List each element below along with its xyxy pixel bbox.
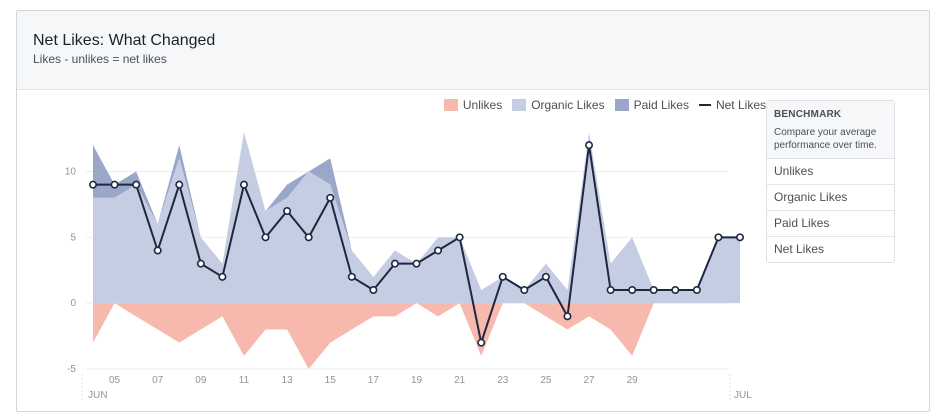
net-likes-point-29[interactable] xyxy=(692,286,701,295)
net-likes-point-11[interactable] xyxy=(304,233,313,242)
net-likes-point-27[interactable] xyxy=(649,286,658,295)
net-likes-point-13[interactable] xyxy=(347,272,356,281)
x-tick-label-13: 13 xyxy=(282,375,294,386)
x-tick-label-17: 17 xyxy=(368,375,380,386)
net-likes-point-30[interactable] xyxy=(714,233,723,242)
net-likes-point-7[interactable] xyxy=(218,272,227,281)
legend-label-paid: Paid Likes xyxy=(633,98,689,112)
x-tick-label-27: 27 xyxy=(583,375,595,386)
benchmark-item-net-likes[interactable]: Net Likes xyxy=(774,242,825,256)
net-likes-point-4[interactable] xyxy=(153,246,162,255)
x-tick-label-25: 25 xyxy=(540,375,552,386)
benchmark-item-organic-likes[interactable]: Organic Likes xyxy=(767,185,894,211)
net-likes-point-20[interactable] xyxy=(498,272,507,281)
net-likes-point-12[interactable] xyxy=(326,193,335,202)
x-tick-label-11: 11 xyxy=(239,375,250,386)
x-tick-label-19: 19 xyxy=(411,375,423,386)
y-tick-label-1: 5 xyxy=(70,232,76,243)
net-likes-point-26[interactable] xyxy=(628,286,637,295)
benchmark-item-paid-likes[interactable]: Paid Likes xyxy=(767,211,894,237)
legend-label-unlikes: Unlikes xyxy=(462,98,503,112)
x-tick-label-09: 09 xyxy=(195,375,207,386)
x-tick-label-29: 29 xyxy=(627,375,639,386)
net-likes-point-8[interactable] xyxy=(239,180,248,189)
net-likes-point-25[interactable] xyxy=(606,286,615,295)
unlikes-area xyxy=(93,303,740,369)
net-likes-point-24[interactable] xyxy=(585,141,594,150)
month-label-jul: JUL xyxy=(734,390,752,401)
x-tick-label-15: 15 xyxy=(325,375,337,386)
legend-label-organic: Organic Likes xyxy=(531,98,605,112)
chart-title: Net Likes: What Changed xyxy=(33,32,216,49)
net-likes-point-14[interactable] xyxy=(369,286,378,295)
net-likes-point-3[interactable] xyxy=(132,180,141,189)
benchmark-title: BENCHMARK xyxy=(774,109,842,120)
benchmark-panel: BENCHMARK Compare your average performan… xyxy=(766,100,895,263)
y-tick-label-2: 0 xyxy=(70,298,76,309)
benchmark-description: Compare your average performance over ti… xyxy=(774,127,877,151)
legend-label-net: Net Likes xyxy=(715,98,766,112)
y-tick-label-0: 10 xyxy=(65,167,77,178)
x-tick-label-05: 05 xyxy=(109,375,121,386)
legend-item-organic[interactable]: Organic Likes xyxy=(512,98,605,112)
net-likes-point-17[interactable] xyxy=(434,246,443,255)
net-likes-point-18[interactable] xyxy=(455,233,464,242)
net-likes-point-16[interactable] xyxy=(412,259,421,268)
benchmark-item-unlikes[interactable]: Unlikes xyxy=(767,159,894,185)
x-tick-label-21: 21 xyxy=(454,375,466,386)
net-likes-point-10[interactable] xyxy=(283,207,292,216)
net-likes-point-15[interactable] xyxy=(390,259,399,268)
net-likes-chart: 10 5 0 -5 05 07 09 11 13 15 17 19 21 23 25 27 29 JUN JUL xyxy=(65,132,752,401)
organic-likes-area xyxy=(93,132,740,304)
net-likes-point-5[interactable] xyxy=(175,180,184,189)
card-header: Net Likes: What Changed Likes - unlikes … xyxy=(17,11,929,90)
net-likes-point-1[interactable] xyxy=(89,180,98,189)
legend-swatch-organic xyxy=(512,99,527,111)
month-label-jun: JUN xyxy=(88,390,107,401)
y-tick-label-3: -5 xyxy=(67,364,76,375)
net-likes-point-19[interactable] xyxy=(477,338,486,347)
legend-item-paid[interactable]: Paid Likes xyxy=(614,98,689,112)
legend-item-net[interactable]: Net Likes xyxy=(698,98,766,112)
net-likes-point-2[interactable] xyxy=(110,180,119,189)
net-likes-point-28[interactable] xyxy=(671,286,680,295)
legend-swatch-net xyxy=(698,104,711,106)
legend-item-unlikes[interactable]: Unlikes xyxy=(443,98,503,112)
legend-swatch-unlikes xyxy=(443,99,458,111)
benchmark-header: BENCHMARK Compare your average performan… xyxy=(767,101,894,159)
legend-swatch-paid xyxy=(614,99,629,111)
chart-legend: Unlikes Organic Likes Paid Likes Net Lik… xyxy=(443,98,766,112)
net-likes-point-31[interactable] xyxy=(735,233,744,242)
x-tick-label-07: 07 xyxy=(152,375,164,386)
net-likes-point-6[interactable] xyxy=(196,259,205,268)
chart-subtitle: Likes - unlikes = net likes xyxy=(33,52,167,66)
x-tick-label-23: 23 xyxy=(497,375,509,386)
net-likes-point-23[interactable] xyxy=(563,312,572,321)
net-likes-point-22[interactable] xyxy=(541,272,550,281)
net-likes-point-21[interactable] xyxy=(520,286,529,295)
net-likes-point-9[interactable] xyxy=(261,233,270,242)
